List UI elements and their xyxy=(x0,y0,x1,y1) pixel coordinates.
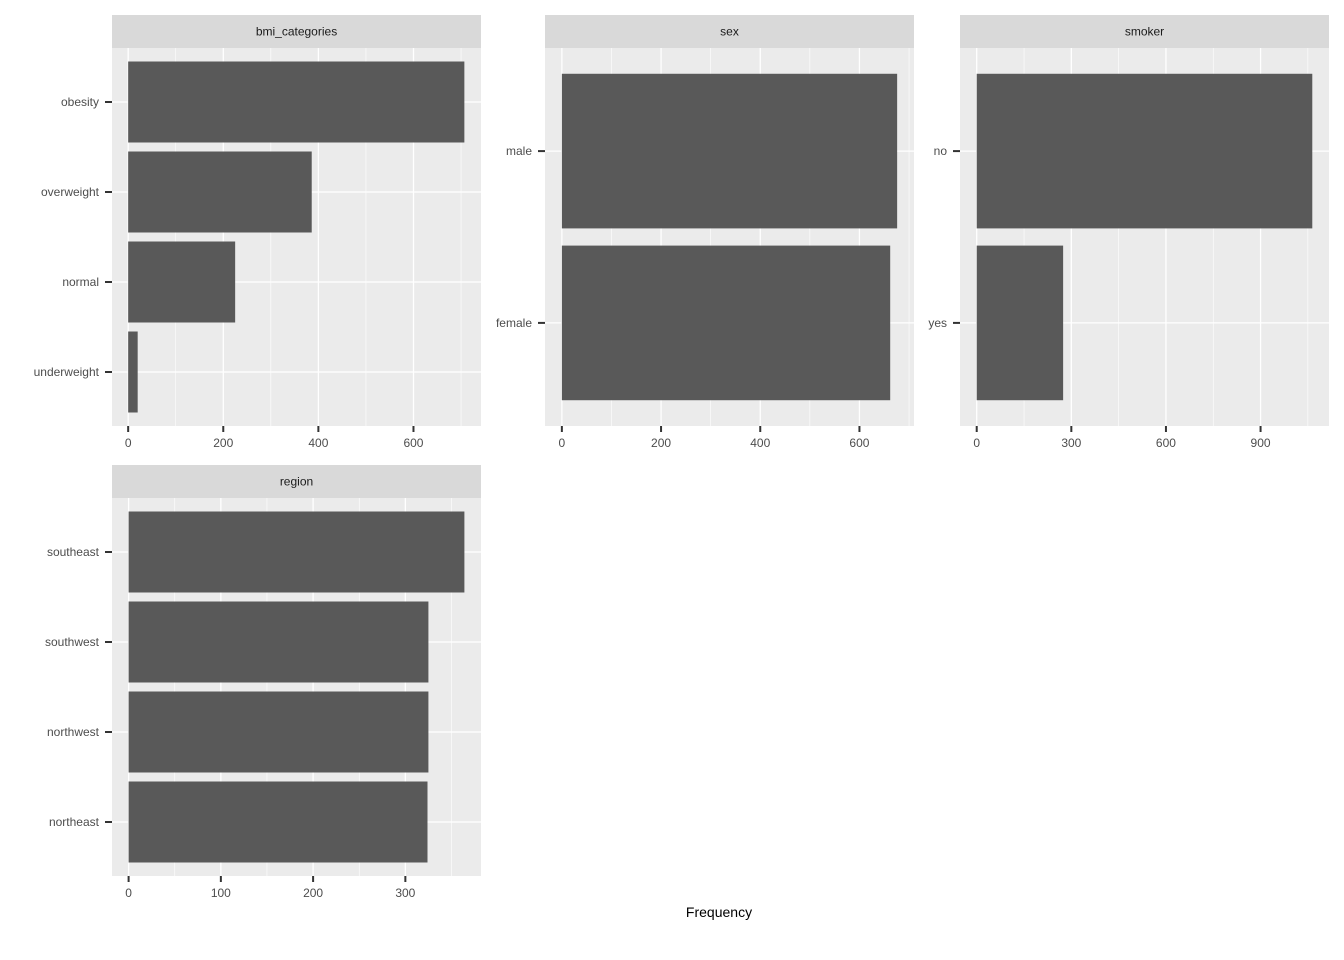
bar-northwest xyxy=(128,691,429,773)
y-tick-label: overweight xyxy=(41,185,100,199)
y-tick-label: obesity xyxy=(61,95,99,109)
x-tick-label: 0 xyxy=(125,886,132,900)
bar-yes xyxy=(976,245,1064,401)
x-axis-title: Frequency xyxy=(686,904,752,920)
facet-smoker: smoker no yes 0 300 600 900 xyxy=(928,15,1329,450)
y-tick-label: yes xyxy=(928,316,947,330)
y-tick-label: normal xyxy=(62,275,99,289)
bar-normal xyxy=(128,241,236,323)
facet-strip xyxy=(112,15,481,48)
bar-obesity xyxy=(128,61,465,143)
bar-northeast xyxy=(128,781,428,863)
x-tick-label: 400 xyxy=(308,436,328,450)
x-tick-label: 200 xyxy=(213,436,233,450)
bar-female xyxy=(561,245,891,401)
x-tick-label: 200 xyxy=(303,886,323,900)
bar-male xyxy=(561,73,898,229)
y-tick-label: male xyxy=(506,144,532,158)
y-tick-label: southwest xyxy=(45,635,100,649)
x-tick-label: 900 xyxy=(1251,436,1271,450)
facet-strip-label: sex xyxy=(720,25,739,39)
bar-underweight xyxy=(128,331,138,413)
y-tick-label: no xyxy=(934,144,948,158)
facet-region: region southeast southwest northwest northea… xyxy=(45,465,481,900)
bar-no xyxy=(976,73,1313,229)
y-tick-label: southeast xyxy=(47,545,100,559)
x-tick-label: 0 xyxy=(973,436,980,450)
facet-strip-label: bmi_categories xyxy=(256,25,337,39)
facet-strip xyxy=(960,15,1329,48)
y-tick-label: female xyxy=(496,316,532,330)
x-tick-label: 300 xyxy=(395,886,415,900)
x-tick-label: 0 xyxy=(125,436,132,450)
y-tick-label: underweight xyxy=(34,365,100,379)
facet-strip xyxy=(545,15,914,48)
facet-strip xyxy=(112,465,481,498)
y-tick-label: northwest xyxy=(47,725,100,739)
y-tick-label: northeast xyxy=(49,815,100,829)
bar-southeast xyxy=(128,511,465,593)
x-tick-label: 100 xyxy=(211,886,231,900)
x-tick-label: 600 xyxy=(849,436,869,450)
x-tick-label: 300 xyxy=(1061,436,1081,450)
facet-strip-label: region xyxy=(280,475,313,489)
bar-southwest xyxy=(128,601,429,683)
x-tick-label: 200 xyxy=(651,436,671,450)
facet-sex: sex male female 0 200 400 600 xyxy=(496,15,914,450)
facet-strip-label: smoker xyxy=(1125,25,1164,39)
x-tick-label: 0 xyxy=(559,436,566,450)
x-tick-label: 600 xyxy=(403,436,423,450)
bar-overweight xyxy=(128,151,312,233)
x-tick-label: 400 xyxy=(750,436,770,450)
x-tick-label: 600 xyxy=(1156,436,1176,450)
